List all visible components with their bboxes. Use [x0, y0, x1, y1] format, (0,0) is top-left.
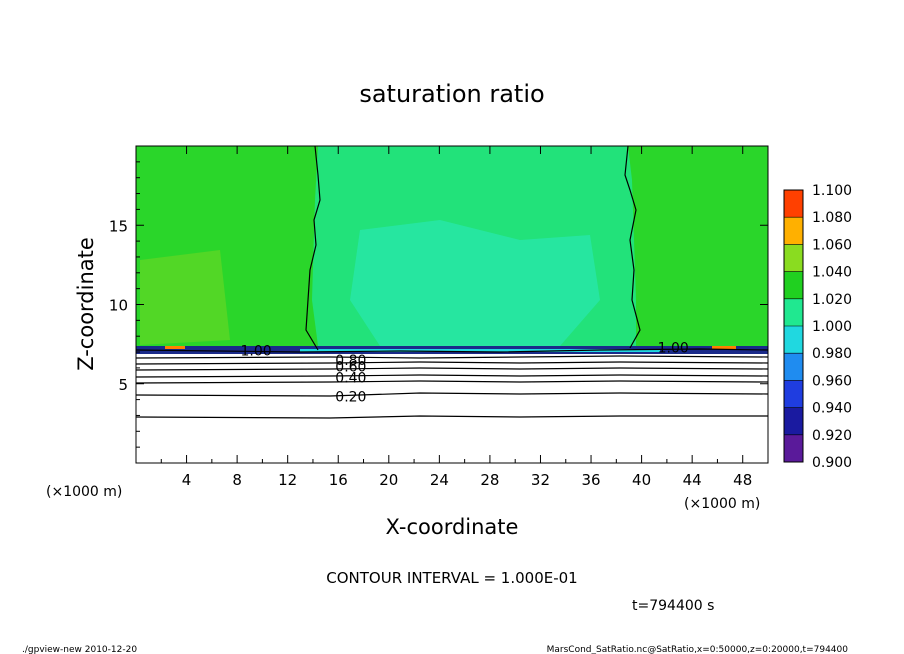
- colorbar-label: 0.980: [812, 346, 852, 362]
- x-tick-label: 24: [430, 471, 449, 489]
- chart-title: saturation ratio: [359, 80, 544, 108]
- field-surface-orange-right: [712, 346, 736, 349]
- x-tick-label: 32: [531, 471, 550, 489]
- contour-line-0.30: [135, 380, 769, 384]
- x-tick-label: 28: [480, 471, 499, 489]
- colorbar-segment: [784, 326, 803, 354]
- colorbar-segment: [784, 353, 803, 381]
- colorbar-label: 1.020: [812, 292, 852, 308]
- x-tick-label: 40: [632, 471, 651, 489]
- x-tick-label: 4: [182, 471, 192, 489]
- plot-area: [136, 146, 768, 463]
- contour-label: 1.00: [240, 343, 271, 359]
- contour-line-1.00-right: [624, 145, 641, 349]
- contour-line-0.50: [135, 367, 769, 371]
- colorbar-label: 0.900: [812, 455, 852, 471]
- colorbar-label: 0.920: [812, 428, 852, 444]
- contour-label: 0.60: [335, 359, 366, 375]
- contour-line-0.10: [135, 415, 768, 419]
- contour-label: 0.20: [335, 389, 366, 405]
- colorbar-segment: [784, 434, 803, 462]
- field-lower-white: [136, 354, 768, 463]
- x-tick-label: 36: [581, 471, 600, 489]
- x-unit-label-left: (×1000 m): [46, 484, 122, 500]
- field-lime-left: [140, 250, 230, 345]
- time-label: t=794400 s: [632, 598, 714, 614]
- contour-label: 0.40: [335, 370, 366, 386]
- colorbar-label: 1.100: [812, 183, 852, 199]
- field-surface-orange-left: [165, 346, 185, 349]
- colorbar: 0.900 0.920 0.940 0.960 0.980 1.000 1.020 1.040…: [783, 183, 852, 471]
- x-ticks: 4 8 12 16 20 24 28 32 36 40 44 48: [160, 146, 752, 489]
- y-axis-label: Z-coordinate: [74, 237, 98, 371]
- colorbar-segment: [784, 217, 803, 245]
- y-ticks: 5 10 15: [109, 161, 768, 448]
- colorbar-segment: [784, 407, 803, 435]
- contour-label: 1.00: [658, 340, 689, 356]
- footer-left: ./gpview-new 2010-12-20: [22, 645, 137, 654]
- contour-interval-text: CONTOUR INTERVAL = 1.000E-01: [326, 569, 577, 587]
- colorbar-segment: [784, 190, 803, 218]
- contour-line-1.00-left: [305, 145, 321, 351]
- colorbar-label: 1.040: [812, 265, 852, 281]
- colorbar-label: 0.960: [812, 373, 852, 389]
- y-tick-label: 15: [109, 217, 128, 235]
- x-tick-label: 20: [379, 471, 398, 489]
- y-tick-label: 5: [118, 376, 128, 394]
- footer-right: MarsCond_SatRatio.nc@SatRatio,x=0:50000,…: [547, 645, 849, 654]
- contour-line-0.60: [135, 361, 769, 365]
- colorbar-segment: [784, 298, 803, 326]
- y-tick-label: 10: [109, 297, 128, 315]
- x-tick-label: 16: [329, 471, 348, 489]
- colorbar-label: 1.000: [812, 319, 852, 335]
- x-axis-label: X-coordinate: [386, 515, 519, 539]
- x-unit-label-right: (×1000 m): [684, 496, 760, 512]
- contour-line-0.80: [135, 355, 769, 359]
- x-tick-label: 12: [278, 471, 297, 489]
- colorbar-segment: [784, 244, 803, 272]
- title-group: saturation ratio: [359, 80, 544, 108]
- colorbar-label: 1.080: [812, 210, 852, 226]
- contour-labels: 1.00 0.800.600.40 0.20 1.00: [240, 340, 688, 405]
- contour-line-surface: [135, 348, 769, 353]
- x-tick-label: 48: [733, 471, 752, 489]
- field-cyan-inner: [350, 220, 600, 346]
- colorbar-segment: [784, 380, 803, 408]
- x-tick-label: 44: [683, 471, 702, 489]
- colorbar-label: 1.060: [812, 237, 852, 253]
- colorbar-segment: [784, 271, 803, 299]
- contour-line-0.40: [135, 374, 769, 378]
- field-surface-band-cyan: [300, 349, 660, 352]
- contour-label: 0.80: [335, 353, 366, 369]
- contour-line-0.20: [135, 392, 769, 397]
- contour-lines: [135, 145, 769, 419]
- x-tick-label: 8: [232, 471, 242, 489]
- colorbar-label: 0.940: [812, 401, 852, 417]
